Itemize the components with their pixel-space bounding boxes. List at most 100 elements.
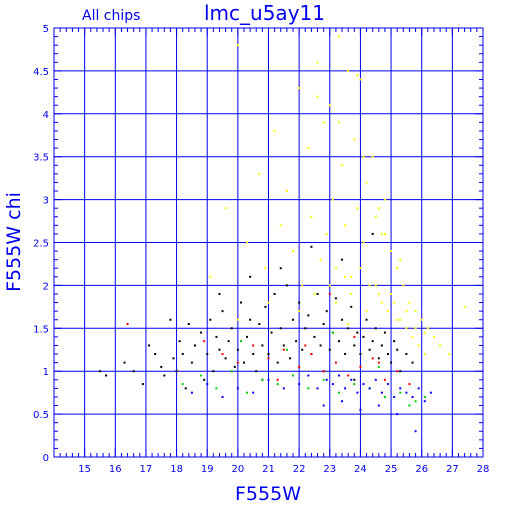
- data-point: [334, 297, 337, 300]
- data-point: [310, 245, 313, 248]
- x-tick-label: 26: [415, 464, 428, 475]
- data-point: [126, 323, 129, 326]
- data-point: [292, 250, 295, 253]
- data-point: [252, 353, 255, 356]
- data-point: [206, 353, 209, 356]
- data-point: [200, 374, 203, 377]
- data-point: [181, 353, 184, 356]
- data-point: [288, 357, 291, 360]
- data-point: [390, 250, 393, 253]
- data-point: [408, 301, 411, 304]
- data-point: [147, 344, 150, 347]
- data-point: [399, 258, 402, 261]
- x-tick-label: 25: [385, 464, 398, 475]
- data-point: [396, 318, 399, 321]
- x-tick-label: 27: [446, 464, 459, 475]
- data-point: [334, 301, 337, 304]
- data-point: [331, 198, 334, 201]
- data-point: [200, 331, 203, 334]
- data-point: [344, 387, 347, 390]
- data-point: [279, 267, 282, 270]
- series-0: [98, 232, 414, 390]
- data-point: [246, 391, 249, 394]
- data-point: [298, 310, 301, 313]
- data-point: [399, 387, 402, 390]
- data-point: [377, 357, 380, 360]
- data-point: [316, 61, 319, 64]
- data-point: [310, 215, 313, 218]
- data-point: [341, 400, 344, 403]
- data-point: [390, 292, 393, 295]
- data-point: [273, 129, 276, 132]
- data-point: [420, 318, 423, 321]
- data-point: [298, 87, 301, 90]
- data-point: [246, 241, 249, 244]
- data-point: [359, 267, 362, 270]
- data-point: [429, 391, 432, 394]
- data-point: [396, 267, 399, 270]
- data-point: [258, 323, 261, 326]
- data-point: [328, 292, 331, 295]
- data-point: [224, 207, 227, 210]
- data-point: [307, 374, 310, 377]
- data-point: [224, 357, 227, 360]
- data-point: [356, 74, 359, 77]
- data-point: [334, 267, 337, 270]
- data-point: [423, 331, 426, 334]
- data-point: [98, 370, 101, 373]
- data-point: [331, 383, 334, 386]
- series-3: [181, 331, 426, 407]
- data-point: [353, 138, 356, 141]
- data-point: [432, 335, 435, 338]
- data-point: [236, 387, 239, 390]
- data-point: [172, 357, 175, 360]
- data-point: [221, 353, 224, 356]
- data-point: [236, 318, 239, 321]
- data-point: [344, 353, 347, 356]
- data-point: [368, 284, 371, 287]
- data-point: [414, 327, 417, 330]
- data-point: [353, 383, 356, 386]
- data-point: [160, 365, 163, 368]
- data-point: [246, 335, 249, 338]
- data-point: [264, 267, 267, 270]
- data-point: [396, 370, 399, 373]
- data-point: [310, 353, 313, 356]
- data-point: [249, 318, 252, 321]
- data-point: [359, 353, 362, 356]
- y-tick-label: 4.5: [33, 67, 49, 78]
- data-point: [181, 383, 184, 386]
- data-point: [206, 383, 209, 386]
- data-point: [408, 404, 411, 407]
- data-point: [411, 361, 414, 364]
- data-point: [279, 224, 282, 227]
- data-point: [393, 340, 396, 343]
- data-point: [365, 318, 368, 321]
- data-point: [396, 348, 399, 351]
- data-points: [98, 35, 466, 433]
- data-point: [414, 400, 417, 403]
- data-point: [362, 335, 365, 338]
- data-point: [236, 348, 239, 351]
- data-point: [362, 155, 365, 158]
- data-point: [337, 121, 340, 124]
- data-point: [414, 430, 417, 433]
- data-point: [423, 395, 426, 398]
- data-point: [258, 172, 261, 175]
- data-point: [261, 378, 264, 381]
- chart-subtitle: All chips: [82, 8, 140, 24]
- data-point: [380, 232, 383, 235]
- y-tick-labels: 0 0.5 1 1.5 2 2.5 3 3.5 4 4.5 5: [33, 24, 49, 464]
- data-point: [221, 310, 224, 313]
- data-point: [215, 335, 218, 338]
- data-point: [304, 344, 307, 347]
- x-axis-label: F555W: [235, 483, 301, 505]
- data-point: [322, 323, 325, 326]
- data-point: [347, 327, 350, 330]
- data-point: [405, 310, 408, 313]
- data-point: [350, 292, 353, 295]
- data-point: [316, 292, 319, 295]
- data-point: [304, 327, 307, 330]
- data-point: [371, 357, 374, 360]
- data-point: [190, 361, 193, 364]
